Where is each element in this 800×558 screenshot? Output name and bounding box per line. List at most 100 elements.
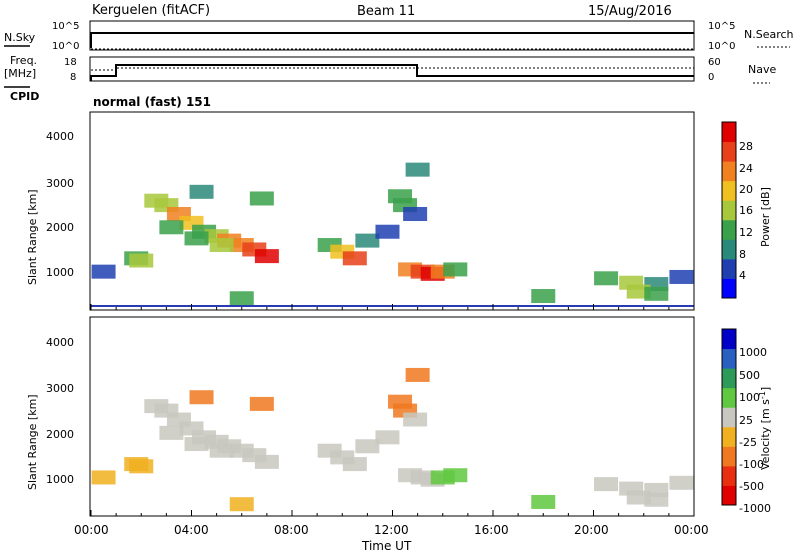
velocity-colorbar-tick--1000: -1000	[739, 502, 771, 515]
velocity-colorbar-label-end: ]	[759, 387, 772, 391]
velocity-cell	[355, 439, 380, 454]
power-ytick-2000: 2000	[46, 221, 74, 234]
freq-left-label-1: Freq.	[10, 54, 37, 67]
velocity-colorbar-tick-100: 100	[739, 391, 760, 404]
velocity-colorbar-tick-25: 25	[739, 414, 753, 427]
colorbar-segment	[722, 329, 736, 350]
freq-left-tick-bottom: 8	[70, 72, 76, 83]
colorbar-segment	[722, 122, 736, 143]
velocity-ytick-2000: 2000	[46, 428, 74, 441]
colorbar-segment	[722, 446, 736, 467]
freq-right-tick-bottom: 0	[708, 72, 714, 83]
velocity-colorbar-tick-500: 500	[739, 369, 760, 382]
xtick-04: 04:00	[174, 523, 209, 537]
beam-title: Beam 11	[357, 4, 415, 19]
velocity-ytick-1000: 1000	[46, 473, 74, 486]
velocity-cell	[531, 494, 556, 509]
power-ytick-3000: 3000	[46, 177, 74, 190]
power-colorbar-tick-24: 24	[739, 162, 753, 175]
power-cell	[91, 264, 116, 279]
x-axis: 00:00 04:00 08:00 12:00 16:00 20:00 00:0…	[74, 523, 709, 553]
power-colorbar-label: Power [dB]	[759, 187, 772, 247]
power-cell	[159, 220, 184, 235]
freq-right-tick-top: 60	[708, 57, 721, 68]
colorbar-segment	[722, 387, 736, 408]
velocity-colorbar-tick--500: -500	[739, 480, 764, 493]
velocity-ytick-3000: 3000	[46, 382, 74, 395]
velocity-cell	[209, 443, 234, 458]
colorbar-frame	[721, 328, 737, 506]
velocity-cell	[594, 477, 619, 492]
colorbar-segment	[722, 180, 736, 201]
velocity-colorbar-tick--25: -25	[739, 436, 757, 449]
power-panel: Slant Range [km] 4000 3000 2000 1000 28 …	[26, 111, 772, 311]
velocity-heatmap	[91, 367, 694, 512]
power-colorbar-tick-4: 4	[739, 269, 746, 282]
power-heatmap	[91, 162, 694, 306]
velocity-cell	[91, 470, 116, 485]
power-cell	[355, 233, 380, 248]
axis-tick-marks	[90, 304, 695, 516]
freq-left-label-2: [MHz]	[4, 67, 36, 80]
noise-left-tick-top: 10^5	[52, 21, 79, 32]
velocity-cell	[159, 425, 184, 440]
velocity-cell	[254, 454, 279, 469]
velocity-cell	[184, 437, 209, 452]
power-cell	[189, 184, 214, 199]
colorbar-segment	[722, 368, 736, 389]
velocity-cell	[189, 390, 214, 405]
colorbar-frame	[721, 121, 737, 299]
power-cell	[403, 206, 428, 221]
power-cell	[669, 269, 694, 284]
nave-line	[91, 67, 694, 71]
velocity-cell	[405, 367, 430, 382]
velocity-cell	[669, 475, 694, 490]
xtick-16: 16:00	[474, 523, 509, 537]
colorbar-segment	[722, 278, 736, 299]
velocity-cell	[644, 492, 669, 507]
station-title: Kerguelen (fitACF)	[92, 3, 210, 18]
noise-left-tick-bottom: 10^0	[52, 41, 79, 52]
xtick-12: 12:00	[374, 523, 409, 537]
colorbar-segment	[722, 141, 736, 162]
noise-panel: N.Sky 10^5 10^0 10^5 10^0 N.Search	[4, 20, 794, 52]
noise-panel-frame	[89, 20, 695, 51]
power-cell	[209, 238, 234, 253]
velocity-colorbar-label: Velocity [m s-1]	[758, 387, 772, 470]
velocity-colorbar-label-main: Velocity [m s	[759, 399, 772, 470]
power-colorbar-tick-16: 16	[739, 204, 753, 217]
power-cell	[249, 191, 274, 206]
power-cell	[594, 271, 619, 286]
date-title: 15/Aug/2016	[588, 4, 672, 19]
power-cell	[342, 251, 367, 266]
freq-line	[90, 64, 694, 81]
power-ytick-4000: 4000	[46, 130, 74, 143]
cpid-label: CPID	[10, 90, 39, 103]
noise-left-label: N.Sky	[4, 31, 36, 44]
x-axis-label: Time UT	[361, 539, 412, 553]
velocity-cell	[375, 430, 400, 445]
velocity-colorbar-tick-1000: 1000	[739, 346, 767, 359]
power-cell	[405, 162, 430, 177]
power-ytick-1000: 1000	[46, 266, 74, 279]
velocity-cell	[403, 412, 428, 427]
colorbar-segment	[722, 485, 736, 506]
noise-right-label: N.Search	[744, 28, 794, 41]
power-cell	[129, 253, 154, 268]
power-cell	[644, 286, 669, 301]
velocity-panel: Slant Range [km] 4000 3000 2000 1000 100…	[26, 316, 772, 517]
velocity-ylabel: Slant Range [km]	[26, 394, 39, 490]
power-ylabel: Slant Range [km]	[26, 189, 39, 285]
colorbar-segment	[722, 239, 736, 260]
velocity-colorbar-tick--100: -100	[739, 458, 764, 471]
colorbar-segment	[722, 200, 736, 221]
freq-left-tick-top: 18	[64, 57, 77, 68]
velocity-colorbar	[721, 328, 737, 506]
xtick-20: 20:00	[574, 523, 609, 537]
power-colorbar-tick-12: 12	[739, 226, 753, 239]
colorbar-segment	[722, 219, 736, 240]
power-colorbar-tick-8: 8	[739, 248, 746, 261]
power-colorbar	[721, 121, 737, 299]
xtick-24: 00:00	[674, 523, 709, 537]
